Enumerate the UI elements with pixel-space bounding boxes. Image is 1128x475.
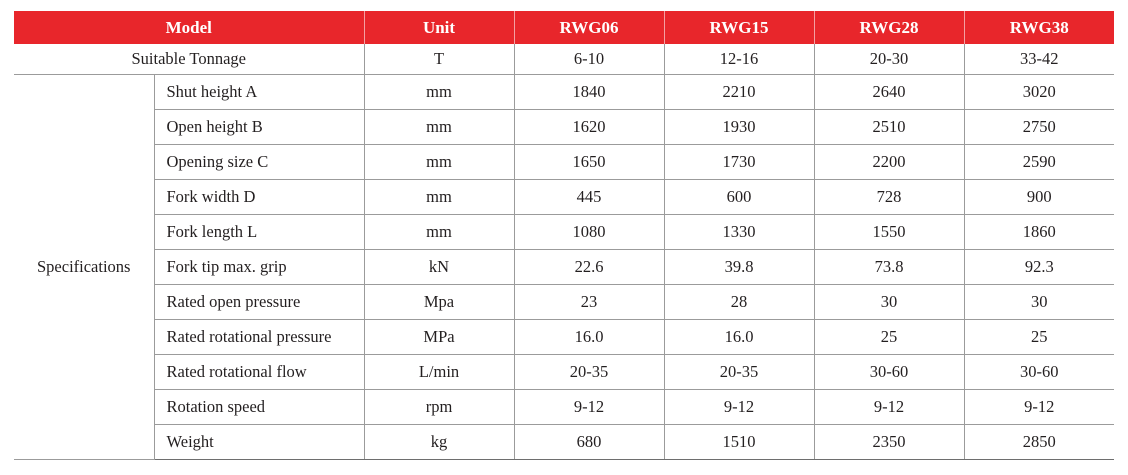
value-cell: 23 xyxy=(513,284,664,320)
parameter-name: Fork width D xyxy=(153,179,364,215)
header-row: Model Unit RWG06 RWG15 RWG28 RWG38 xyxy=(14,11,1114,44)
parameter-unit: mm xyxy=(363,109,514,145)
value-cell: 728 xyxy=(813,179,964,215)
header-model-name: RWG38 xyxy=(963,11,1114,44)
table-row: Rated rotational pressure MPa 16.0 16.0 25 25 xyxy=(14,319,1114,355)
parameter-name: Rated open pressure xyxy=(153,284,364,320)
table-row: Rated rotational flow L/min 20-35 20-35 30-6… xyxy=(14,354,1114,390)
value-cell: 73.8 xyxy=(813,249,964,285)
spec-table: Model Unit RWG06 RWG15 RWG28 RWG38 Suita… xyxy=(14,11,1114,460)
parameter-unit: rpm xyxy=(363,389,514,425)
value-cell: 1620 xyxy=(513,109,664,145)
value-cell: 92.3 xyxy=(963,249,1114,285)
value-cell: 1730 xyxy=(663,144,814,180)
value-cell: 1930 xyxy=(663,109,814,145)
value-cell: 22.6 xyxy=(513,249,664,285)
parameter-unit: mm xyxy=(363,214,514,250)
value-cell: 2850 xyxy=(963,424,1114,460)
tonnage-unit: T xyxy=(363,44,514,75)
value-cell: 600 xyxy=(663,179,814,215)
value-cell: 9-12 xyxy=(813,389,964,425)
parameter-name: Fork tip max. grip xyxy=(153,249,364,285)
value-cell: 9-12 xyxy=(663,389,814,425)
parameter-unit: kN xyxy=(363,249,514,285)
header-unit: Unit xyxy=(363,11,514,44)
value-cell: 25 xyxy=(963,319,1114,355)
parameter-name: Opening size C xyxy=(153,144,364,180)
parameter-name: Rated rotational pressure xyxy=(153,319,364,355)
tonnage-row: Suitable Tonnage T 6-10 12-16 20-30 33-4… xyxy=(14,44,1114,75)
header-model-name: RWG15 xyxy=(663,11,814,44)
table-row: Fork tip max. grip kN 22.6 39.8 73.8 92.3 xyxy=(14,249,1114,285)
table-row: Rated open pressure Mpa 23 28 30 30 xyxy=(14,284,1114,320)
value-cell: 445 xyxy=(513,179,664,215)
value-cell: 30 xyxy=(813,284,964,320)
parameter-name: Open height B xyxy=(153,109,364,145)
header-model-name: RWG06 xyxy=(513,11,664,44)
parameter-unit: mm xyxy=(363,179,514,215)
parameter-name: Fork length L xyxy=(153,214,364,250)
value-cell: 680 xyxy=(513,424,664,460)
tonnage-label: Suitable Tonnage xyxy=(14,44,364,75)
value-cell: 30-60 xyxy=(813,354,964,390)
value-cell: 30-60 xyxy=(963,354,1114,390)
value-cell: 28 xyxy=(663,284,814,320)
value-cell: 1650 xyxy=(513,144,664,180)
value-cell: 16.0 xyxy=(663,319,814,355)
tonnage-value: 33-42 xyxy=(963,44,1114,75)
header-model: Model xyxy=(14,11,364,44)
tonnage-value: 20-30 xyxy=(813,44,964,75)
value-cell: 1330 xyxy=(663,214,814,250)
value-cell: 1510 xyxy=(663,424,814,460)
parameter-unit: kg xyxy=(363,424,514,460)
value-cell: 2350 xyxy=(813,424,964,460)
header-model-name: RWG28 xyxy=(813,11,964,44)
value-cell: 1550 xyxy=(813,214,964,250)
table-row: Rotation speed rpm 9-12 9-12 9-12 9-12 xyxy=(14,389,1114,425)
value-cell: 39.8 xyxy=(663,249,814,285)
value-cell: 30 xyxy=(963,284,1114,320)
value-cell: 2590 xyxy=(963,144,1114,180)
value-cell: 2640 xyxy=(813,74,964,110)
value-cell: 900 xyxy=(963,179,1114,215)
value-cell: 2210 xyxy=(663,74,814,110)
parameter-name: Shut height A xyxy=(153,74,364,110)
tonnage-value: 6-10 xyxy=(513,44,664,75)
value-cell: 1840 xyxy=(513,74,664,110)
value-cell: 2510 xyxy=(813,109,964,145)
parameter-unit: L/min xyxy=(363,354,514,390)
value-cell: 2200 xyxy=(813,144,964,180)
value-cell: 20-35 xyxy=(663,354,814,390)
parameter-unit: mm xyxy=(363,74,514,110)
parameter-unit: MPa xyxy=(363,319,514,355)
value-cell: 16.0 xyxy=(513,319,664,355)
parameter-name: Weight xyxy=(153,424,364,460)
value-cell: 3020 xyxy=(963,74,1114,110)
value-cell: 9-12 xyxy=(963,389,1114,425)
parameter-unit: Mpa xyxy=(363,284,514,320)
value-cell: 25 xyxy=(813,319,964,355)
specifications-group-label: Specifications xyxy=(14,74,154,460)
value-cell: 2750 xyxy=(963,109,1114,145)
value-cell: 9-12 xyxy=(513,389,664,425)
parameter-name: Rotation speed xyxy=(153,389,364,425)
tonnage-value: 12-16 xyxy=(663,44,814,75)
value-cell: 1860 xyxy=(963,214,1114,250)
parameter-unit: mm xyxy=(363,144,514,180)
table-row: Weight kg 680 1510 2350 2850 xyxy=(14,424,1114,460)
value-cell: 1080 xyxy=(513,214,664,250)
value-cell: 20-35 xyxy=(513,354,664,390)
parameter-name: Rated rotational flow xyxy=(153,354,364,390)
